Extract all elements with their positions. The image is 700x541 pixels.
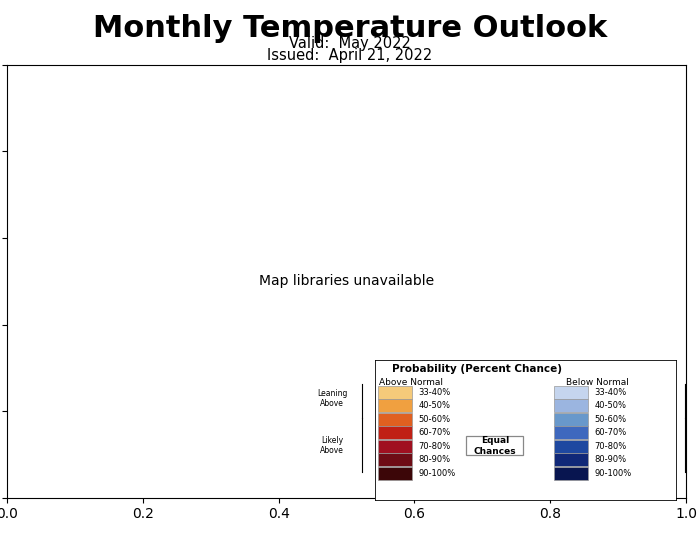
Text: 90-100%: 90-100% [594, 469, 631, 478]
Bar [377, 440, 412, 453]
Text: Issued:  April 21, 2022: Issued: April 21, 2022 [267, 48, 433, 63]
Text: Monthly Temperature Outlook: Monthly Temperature Outlook [93, 14, 607, 43]
Bar [554, 426, 588, 439]
Bar [554, 453, 588, 466]
Text: 60-70%: 60-70% [594, 428, 626, 437]
Text: 70-80%: 70-80% [418, 441, 450, 451]
Text: 80-90%: 80-90% [594, 455, 626, 464]
Text: Above Normal: Above Normal [379, 378, 442, 387]
Text: Probability (Percent Chance): Probability (Percent Chance) [392, 364, 562, 374]
Text: 33-40%: 33-40% [418, 387, 450, 397]
Bar [466, 436, 524, 454]
Text: Map libraries unavailable: Map libraries unavailable [259, 274, 434, 288]
Bar [554, 399, 588, 412]
Text: Equal
Chances: Equal Chances [474, 437, 516, 456]
Bar [377, 467, 412, 480]
Bar [554, 413, 588, 426]
Text: Below Normal: Below Normal [566, 378, 629, 387]
Bar [554, 386, 588, 399]
Bar [377, 413, 412, 426]
Bar [377, 453, 412, 466]
Text: Valid:  May 2022: Valid: May 2022 [289, 36, 411, 51]
Bar [377, 399, 412, 412]
Text: 50-60%: 50-60% [594, 414, 626, 424]
Text: 50-60%: 50-60% [418, 414, 450, 424]
Text: 40-50%: 40-50% [418, 401, 450, 410]
Bar [377, 426, 412, 439]
Bar [554, 440, 588, 453]
Text: Likely
Above: Likely Above [321, 436, 344, 456]
Bar [554, 467, 588, 480]
Bar [377, 386, 412, 399]
Text: 90-100%: 90-100% [418, 469, 456, 478]
Text: 60-70%: 60-70% [418, 428, 450, 437]
Text: 33-40%: 33-40% [594, 387, 626, 397]
Text: 70-80%: 70-80% [594, 441, 626, 451]
Text: 80-90%: 80-90% [418, 455, 450, 464]
Text: Leaning
Above: Leaning Above [317, 389, 347, 408]
Text: 40-50%: 40-50% [594, 401, 626, 410]
